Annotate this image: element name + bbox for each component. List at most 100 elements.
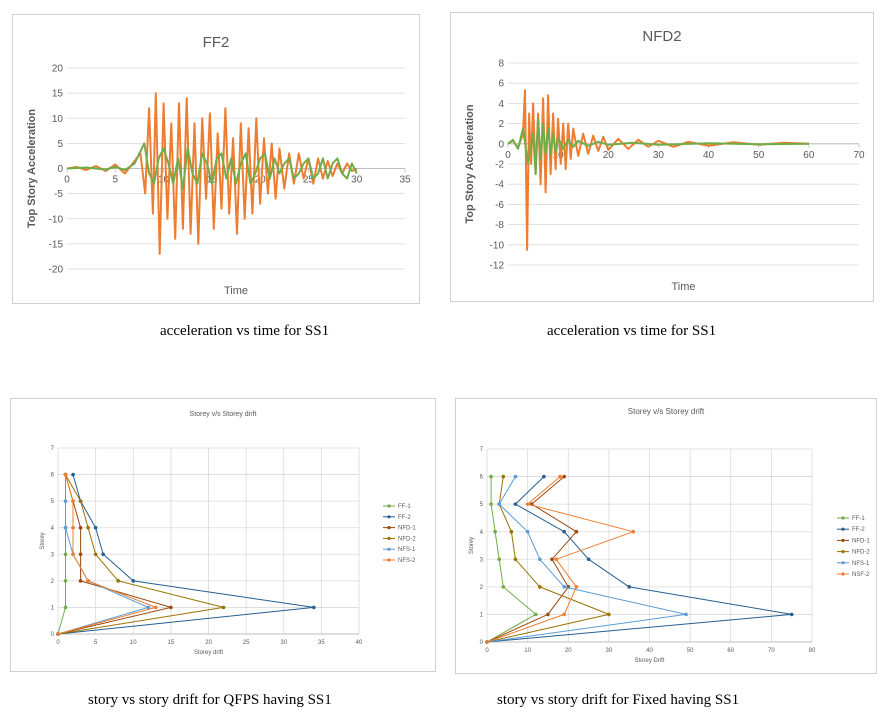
data-point-nfd-2 (513, 557, 518, 562)
y-tick-label: -6 (495, 200, 504, 211)
y-axis-label: Top Story Acceleration (26, 109, 38, 228)
data-point-nfs-2 (154, 605, 158, 610)
data-point-nsf-2 (631, 529, 636, 534)
y-axis-label: Storey (40, 532, 46, 549)
data-point-ff-2 (562, 529, 566, 534)
data-point-nsf-2 (574, 585, 579, 589)
data-point-ff-2 (312, 605, 316, 610)
x-tick-label: 60 (803, 150, 815, 161)
x-tick-label: 15 (168, 640, 175, 646)
x-tick-label: 5 (94, 640, 98, 646)
data-point-ff-1 (489, 502, 493, 506)
legend-item-ff-1: FF-1 (383, 504, 411, 510)
data-point-ff-1 (501, 585, 506, 589)
chart-panel-nfd2: NFD2 8 6 4 2 0 -2 -4 -6 -8 -10 -12 0 10 20 30 40 50 60 70 Ti… (450, 12, 874, 302)
data-point-nfd-2 (93, 552, 98, 557)
x-axis-label: Time (224, 285, 248, 297)
series-line-series-1 (507, 89, 809, 251)
data-point-nfd-1 (169, 605, 173, 610)
x-axis-label: Storey drift (194, 650, 223, 656)
x-tick-label: 70 (768, 648, 775, 654)
y-tick-label: -5 (54, 189, 63, 200)
data-point-nfd-1 (562, 474, 566, 479)
y-axis-label: Storey (469, 537, 475, 554)
x-tick-label: 10 (553, 150, 565, 161)
x-tick-label: 0 (64, 175, 70, 186)
data-point-nfs-2 (63, 472, 68, 477)
y-tick-label: 0 (480, 640, 484, 646)
legend-label: NFD-1 (852, 538, 870, 544)
x-tick-label: 0 (56, 640, 60, 646)
legend-item-nfd-1: NFD-1 (837, 538, 870, 544)
data-point-nsf-2 (554, 557, 558, 562)
y-tick-label: 10 (52, 114, 64, 125)
y-tick-label: 7 (51, 446, 55, 452)
legend-label: NFS-1 (398, 547, 416, 553)
legend-marker (387, 536, 391, 540)
y-tick-label: 3 (51, 552, 55, 558)
data-point-nfs-1 (684, 612, 688, 617)
data-point-nfd-2 (538, 585, 542, 589)
data-point-nfd-2 (221, 605, 226, 610)
data-point-nsf-2 (558, 474, 562, 479)
data-point-nfd-2 (116, 579, 120, 583)
legend-marker (387, 547, 391, 551)
data-point-ff-2 (93, 525, 98, 530)
caption-drift-qfps: story vs story drift for QFPS having SS1 (88, 692, 332, 708)
x-tick-label: 30 (280, 640, 287, 646)
caption-drift-fixed: story vs story drift for Fixed having SS… (497, 692, 740, 708)
legend-marker (841, 527, 845, 531)
data-point-nfs-1 (63, 499, 68, 503)
x-tick-label: 50 (753, 150, 765, 161)
data-point-nfd-1 (78, 579, 83, 583)
x-tick-label: 20 (565, 648, 572, 654)
y-tick-label: -8 (495, 220, 504, 231)
x-tick-label: 5 (113, 175, 119, 186)
y-tick-label: 5 (57, 139, 63, 150)
y-tick-label: -4 (495, 180, 504, 191)
data-point-ff-1 (497, 557, 501, 562)
legend-label: NFD-1 (398, 526, 416, 532)
x-axis-label: Time (671, 281, 695, 293)
data-point-nfs-1 (538, 557, 542, 562)
data-point-ff-2 (789, 612, 794, 617)
data-point-nfs-1 (525, 529, 530, 534)
x-tick-label: 40 (356, 640, 363, 646)
data-point-ff-2 (627, 585, 631, 589)
x-tick-label: 35 (318, 640, 325, 646)
data-point-nfd-2 (501, 474, 506, 479)
data-point-nfd-1 (574, 529, 579, 534)
legend-marker (841, 561, 845, 565)
legend-marker (841, 516, 845, 520)
x-tick-label: 50 (687, 648, 694, 654)
legend-marker (841, 572, 845, 576)
data-point-nfd-1 (550, 557, 554, 562)
x-tick-label: 60 (727, 648, 734, 654)
y-tick-label: 0 (498, 139, 504, 150)
data-point-nsf-2 (485, 640, 489, 644)
chart-title: Storey v/s Storey drift (190, 411, 257, 418)
legend-item-nfs-1: NFS-1 (837, 561, 870, 567)
x-tick-label: 20 (205, 640, 212, 646)
data-point-ff-2 (513, 502, 518, 506)
y-tick-label: 4 (480, 530, 484, 536)
y-axis-label: Top Story Acceleration (464, 104, 476, 223)
legend-item-nfs-2: NFS-2 (383, 558, 416, 564)
legend-marker (387, 504, 391, 508)
y-tick-label: 5 (480, 502, 484, 508)
data-point-nsf-2 (562, 612, 566, 617)
legend-marker (841, 550, 845, 554)
legend-item-ff-2: FF-2 (383, 515, 411, 521)
y-tick-label: 5 (51, 499, 55, 505)
data-point-nfd-2 (78, 499, 83, 503)
x-axis-label: Storey Drift (634, 658, 664, 664)
y-tick-label: -10 (49, 214, 64, 225)
legend-label: FF-2 (852, 527, 865, 533)
legend-label: NFD-2 (852, 550, 870, 556)
caption-ff2: acceleration vs time for SS1 (160, 323, 330, 339)
legend-label: NFS-2 (398, 558, 416, 564)
legend-item-nfd-2: NFD-2 (837, 550, 870, 556)
y-tick-label: 0 (57, 164, 63, 175)
